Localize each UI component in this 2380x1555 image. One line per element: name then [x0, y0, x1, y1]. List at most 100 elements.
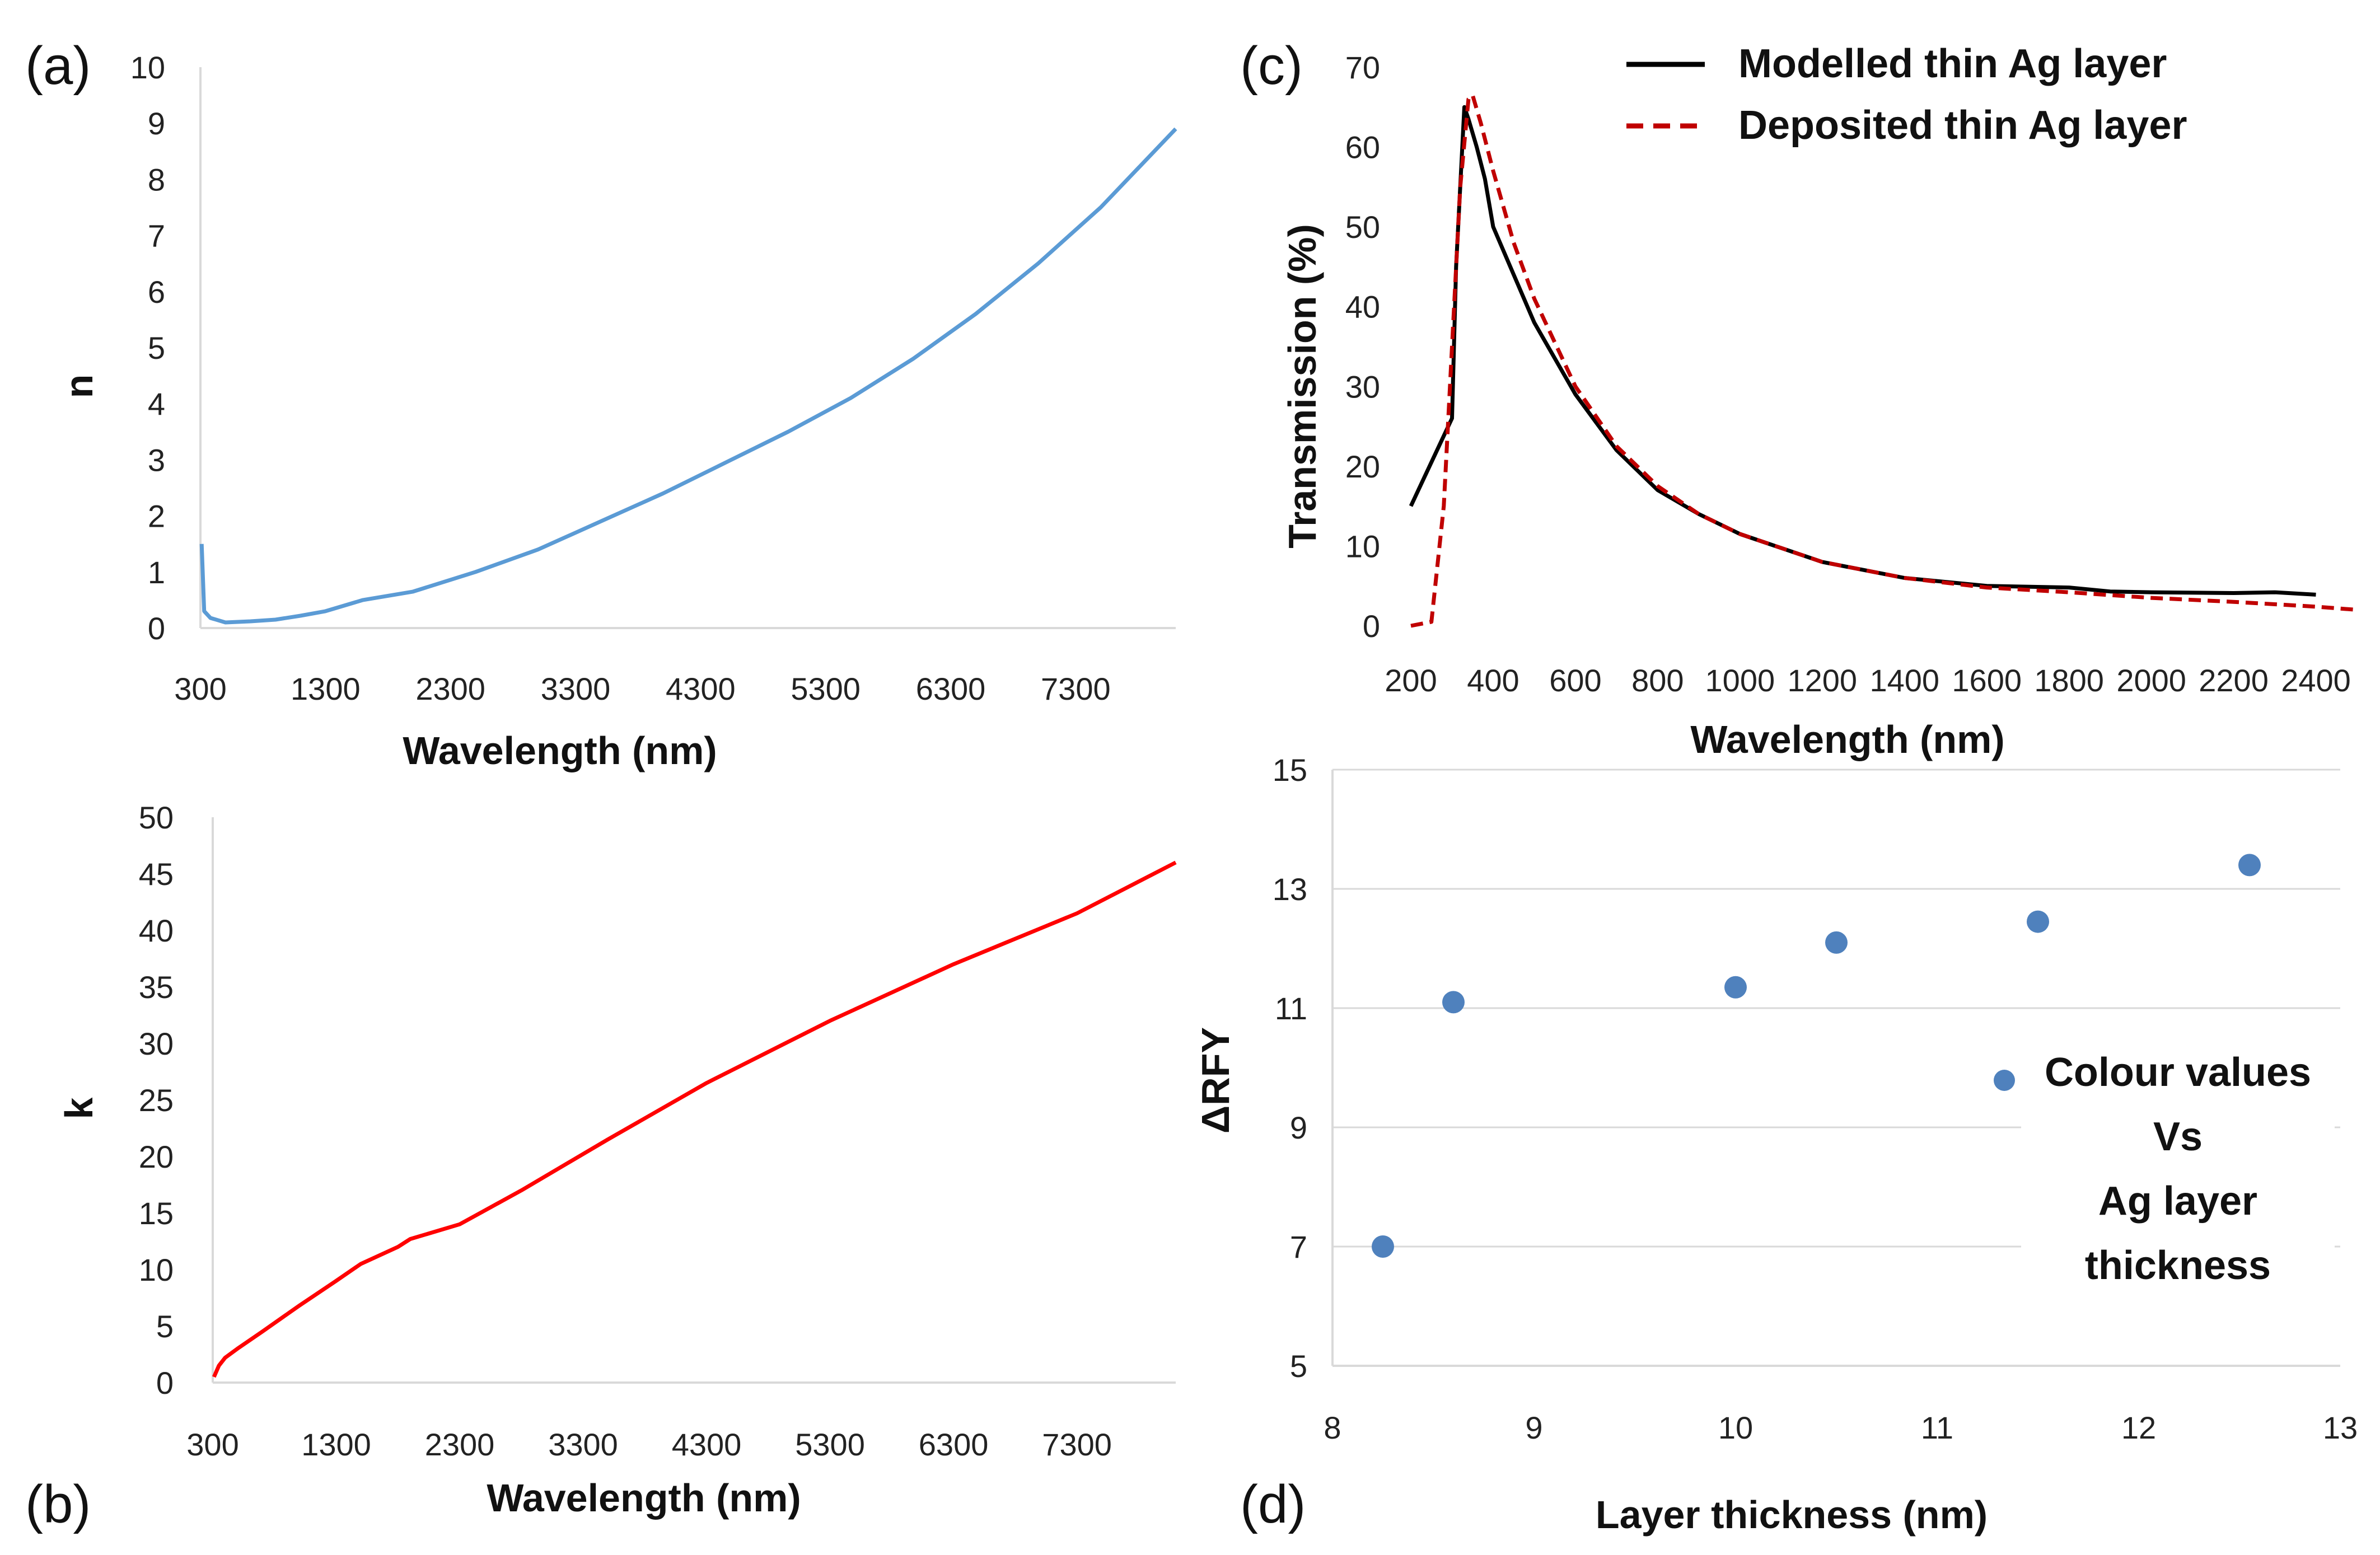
y-tick-label: 10: [1345, 528, 1380, 564]
x-tick-label: 2300: [415, 671, 485, 706]
y-tick-label: 40: [139, 913, 174, 948]
y-tick-label: 9: [1290, 1110, 1307, 1145]
chart-b-y-tick-labels: 0 5 10 15 20 25 30 35 40 45 50: [139, 800, 174, 1401]
chart-a: 0 1 2 3 4 5 6 7 8 9 10 300 1300 2300 3300 4300 5300 6300…: [57, 50, 1177, 772]
y-tick-label: 45: [139, 856, 174, 892]
chart-a-x-tick-labels: 300 1300 2300 3300 4300 5300 6300 7300: [174, 671, 1110, 706]
chart-d-x-tick-labels: 8 9 10 11 12 13: [1324, 1410, 2358, 1445]
panel-label-b: (b): [25, 1474, 91, 1534]
chart-c-legend: Modelled thin Ag layer Deposited thin Ag…: [1626, 41, 2187, 148]
chart-b-ylabel: k: [57, 1097, 101, 1119]
scatter-point: [1442, 991, 1465, 1014]
y-tick-label: 5: [156, 1309, 174, 1344]
x-tick-label: 5300: [791, 671, 861, 706]
chart-a-xlabel: Wavelength (nm): [403, 729, 717, 772]
y-tick-label: 13: [1273, 872, 1307, 907]
y-tick-label: 25: [139, 1083, 174, 1118]
x-tick-label: 1400: [1869, 663, 1939, 698]
chart-d-legend: Colour values Vs Ag layer thickness: [1994, 1050, 2311, 1288]
scatter-point: [1724, 976, 1747, 999]
chart-b: 0 5 10 15 20 25 30 35 40 45 50 300 1300 2300 3300 4300…: [57, 800, 1177, 1520]
x-tick-label: 7300: [1042, 1427, 1112, 1462]
series-line-b-0: [212, 860, 1177, 1378]
x-tick-label: 7300: [1041, 671, 1111, 706]
x-tick-label: 300: [186, 1427, 239, 1462]
x-tick-label: 6300: [919, 1427, 989, 1462]
y-tick-label: 11: [1275, 991, 1307, 1026]
x-tick-label: 1300: [291, 671, 361, 706]
series-line-a-0: [199, 127, 1177, 625]
scatter-point: [1825, 931, 1848, 954]
scatter-point: [2238, 854, 2261, 877]
y-tick-label: 20: [1345, 449, 1380, 484]
chart-c-y-tick-labels: 0 10 20 30 40 50 60 70: [1345, 50, 1380, 644]
y-tick-label: 2: [148, 499, 165, 534]
legend-line-1: Colour values: [2045, 1050, 2311, 1095]
chart-a-series: [199, 127, 1177, 625]
chart-d: 5 7 9 11 13 15 8 9 10 11 12 13 Layer thickness (nm…: [1194, 752, 2358, 1537]
x-tick-label: 6300: [916, 671, 986, 706]
chart-c-ylabel: Transmission (%): [1280, 224, 1324, 549]
legend-line-2: Vs: [2153, 1114, 2203, 1159]
legend-line-3: Ag layer: [2098, 1179, 2257, 1224]
x-tick-label: 4300: [666, 671, 736, 706]
chart-a-y-tick-labels: 0 1 2 3 4 5 6 7 8 9 10: [130, 50, 165, 646]
y-tick-label: 4: [148, 386, 165, 421]
x-tick-label: 2000: [2116, 663, 2186, 698]
y-tick-label: 40: [1345, 289, 1380, 325]
y-tick-label: 0: [1363, 608, 1380, 644]
chart-a-ylabel: n: [57, 374, 101, 399]
chart-d-y-tick-labels: 5 7 9 11 13 15: [1273, 752, 1307, 1384]
y-tick-label: 15: [139, 1196, 174, 1231]
legend-line-4: thickness: [2085, 1243, 2271, 1288]
chart-c-series: [1409, 93, 2358, 628]
x-tick-label: 10: [1718, 1410, 1753, 1445]
x-tick-label: 2200: [2199, 663, 2269, 698]
chart-b-xlabel: Wavelength (nm): [487, 1476, 801, 1520]
x-tick-label: 3300: [548, 1427, 618, 1462]
chart-d-series: [1372, 854, 2261, 1258]
x-tick-label: 600: [1549, 663, 1601, 698]
y-tick-label: 5: [148, 330, 165, 366]
legend-modelled-label: Modelled thin Ag layer: [1738, 41, 2167, 86]
y-tick-label: 5: [1290, 1348, 1307, 1384]
scatter-point: [1372, 1235, 1394, 1258]
y-tick-label: 9: [148, 106, 165, 141]
y-tick-label: 35: [139, 969, 174, 1005]
y-tick-label: 10: [139, 1252, 174, 1287]
x-tick-label: 13: [2323, 1410, 2358, 1445]
x-tick-label: 11: [1921, 1410, 1953, 1445]
x-tick-label: 2400: [2281, 663, 2351, 698]
chart-d-ylabel: ΔRFY: [1194, 1027, 1237, 1134]
chart-c-xlabel: Wavelength (nm): [1690, 718, 2004, 761]
y-tick-label: 30: [139, 1026, 174, 1061]
x-tick-label: 9: [1525, 1410, 1542, 1445]
y-tick-label: 10: [130, 50, 165, 85]
x-tick-label: 2300: [425, 1427, 495, 1462]
y-tick-label: 15: [1273, 752, 1307, 788]
y-tick-label: 20: [139, 1139, 174, 1174]
panel-label-a: (a): [25, 36, 91, 96]
chart-c: 0 10 20 30 40 50 60 70 200 400 600 800 1000 1200 1400…: [1280, 41, 2358, 761]
legend-deposited-label: Deposited thin Ag layer: [1738, 103, 2187, 148]
x-tick-label: 400: [1467, 663, 1519, 698]
x-tick-label: 1800: [2034, 663, 2104, 698]
legend-colour-values-marker: [1994, 1070, 2015, 1091]
y-tick-label: 7: [148, 218, 165, 254]
chart-d-legend-background: [2021, 1030, 2335, 1321]
y-tick-label: 60: [1345, 130, 1380, 165]
chart-d-xlabel: Layer thickness (nm): [1596, 1493, 1988, 1537]
chart-c-x-tick-labels: 200 400 600 800 1000 1200 1400 1600 1800 2000 2200…: [1385, 663, 2351, 698]
chart-b-series: [212, 860, 1177, 1378]
y-tick-label: 6: [148, 274, 165, 310]
y-tick-label: 70: [1345, 50, 1380, 85]
y-tick-label: 50: [1345, 209, 1380, 245]
x-tick-label: 800: [1631, 663, 1684, 698]
x-tick-label: 3300: [541, 671, 611, 706]
x-tick-label: 4300: [672, 1427, 742, 1462]
x-tick-label: 5300: [795, 1427, 865, 1462]
x-tick-label: 1000: [1705, 663, 1775, 698]
x-tick-label: 1300: [301, 1427, 371, 1462]
y-tick-label: 1: [148, 555, 165, 590]
